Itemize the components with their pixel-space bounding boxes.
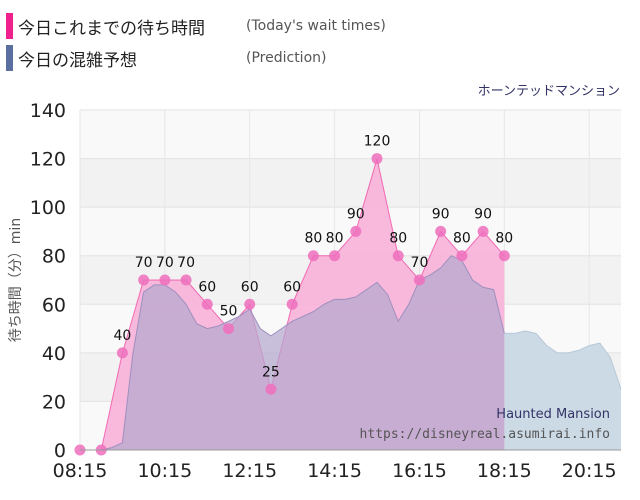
legend-label-prediction: 今日の混雑予想 — [18, 50, 137, 71]
prediction-area-later — [504, 331, 621, 450]
data-label: 80 — [495, 231, 513, 247]
today-point — [350, 225, 362, 237]
data-label: 90 — [474, 206, 492, 222]
data-label: 60 — [241, 279, 259, 295]
legend-item-prediction[interactable]: 今日の混雑予想 (Prediction) — [6, 42, 386, 74]
today-point — [180, 274, 192, 286]
x-tick-label: 20:15 — [562, 460, 617, 482]
y-tick-label: 0 — [54, 440, 66, 462]
legend-item-today[interactable]: 今日これまでの待ち時間 (Today's wait times) — [6, 10, 386, 42]
legend-swatch-today — [6, 13, 13, 39]
prediction-line — [80, 255, 505, 451]
y-tick-label: 100 — [30, 197, 66, 219]
legend-swatch-prediction — [6, 45, 13, 71]
today-point — [371, 153, 383, 165]
today-point — [477, 225, 489, 237]
today-point — [413, 274, 425, 286]
data-label: 70 — [156, 255, 174, 271]
today-point — [223, 323, 235, 335]
x-tick-label: 16:15 — [392, 460, 447, 482]
prediction-line-later — [504, 330, 622, 390]
y-tick-label: 140 — [30, 100, 66, 122]
x-tick-label: 18:15 — [477, 460, 532, 482]
data-label: 60 — [198, 279, 216, 295]
today-point — [201, 298, 213, 310]
data-label: 120 — [364, 134, 391, 150]
x-tick-label: 12:15 — [222, 460, 277, 482]
today-point — [159, 274, 171, 286]
plot-band — [80, 110, 621, 159]
data-label: 25 — [262, 364, 280, 380]
today-point — [286, 298, 298, 310]
data-label: 70 — [177, 255, 195, 271]
legend: 今日これまでの待ち時間 (Today's wait times) 今日の混雑予想… — [6, 10, 386, 74]
x-tick-label: 08:15 — [53, 460, 108, 482]
data-label: 80 — [304, 231, 322, 247]
today-point — [435, 225, 447, 237]
prediction-area — [80, 255, 505, 450]
today-point — [392, 250, 404, 262]
data-label: 60 — [283, 279, 301, 295]
today-point — [265, 383, 277, 395]
y-tick-label: 40 — [42, 343, 66, 365]
today-point — [307, 250, 319, 262]
watermark-name: Haunted Mansion — [496, 407, 610, 422]
legend-note-prediction: (Prediction) — [246, 50, 327, 66]
y-tick-label: 120 — [30, 149, 66, 171]
data-label: 70 — [411, 255, 429, 271]
legend-label-today: 今日これまでの待ち時間 — [18, 18, 205, 39]
data-label: 70 — [135, 255, 153, 271]
data-label: 90 — [347, 206, 365, 222]
data-label: 80 — [389, 231, 407, 247]
data-label: 50 — [220, 304, 238, 320]
data-label: 40 — [114, 328, 132, 344]
today-point — [116, 347, 128, 359]
x-tick-label: 10:15 — [137, 460, 192, 482]
today-point — [138, 274, 150, 286]
x-tick-label: 14:15 — [307, 460, 362, 482]
today-point — [329, 250, 341, 262]
y-tick-label: 60 — [42, 294, 66, 316]
data-label: 80 — [453, 231, 471, 247]
data-label: 80 — [326, 231, 344, 247]
y-axis-label: 待ち時間（分）min — [8, 218, 24, 342]
today-point — [244, 298, 256, 310]
watermark-url: https://disneyreal.asumirai.info — [359, 427, 610, 442]
plot-band — [80, 158, 621, 208]
data-label: 90 — [432, 206, 450, 222]
legend-note-today: (Today's wait times) — [246, 18, 386, 34]
y-tick-label: 80 — [42, 246, 66, 268]
attraction-title: ホーンテッドマンション — [477, 84, 620, 99]
today-point — [456, 250, 468, 262]
y-tick-label: 20 — [42, 391, 66, 413]
today-point — [498, 250, 510, 262]
